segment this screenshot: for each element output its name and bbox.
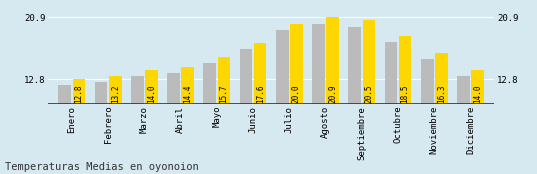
Bar (131, 76, 143, 104)
Text: 20.5: 20.5 (364, 85, 373, 103)
Bar (399, 36, 411, 104)
Text: 14.4: 14.4 (183, 85, 192, 103)
Text: 20.0: 20.0 (292, 85, 301, 103)
Text: 16.3: 16.3 (437, 85, 446, 103)
Bar (290, 24, 303, 104)
Text: 20.9: 20.9 (328, 85, 337, 103)
Bar (254, 43, 266, 104)
Bar (362, 21, 375, 104)
Bar (457, 76, 470, 104)
Bar (145, 70, 158, 104)
Text: 17.6: 17.6 (256, 85, 265, 103)
Text: Temperaturas Medias en oyonoion: Temperaturas Medias en oyonoion (5, 162, 199, 172)
Bar (240, 49, 252, 104)
Bar (204, 63, 216, 104)
Bar (95, 82, 107, 104)
Bar (109, 76, 121, 104)
Bar (421, 59, 433, 104)
Bar (471, 70, 484, 104)
Bar (312, 23, 325, 104)
Bar (72, 79, 85, 104)
Bar (384, 42, 397, 104)
Text: 14.0: 14.0 (147, 85, 156, 103)
Bar (349, 27, 361, 104)
Bar (435, 53, 448, 104)
Bar (276, 30, 288, 104)
Bar (167, 73, 180, 104)
Bar (217, 57, 230, 104)
Text: 13.2: 13.2 (111, 85, 120, 103)
Bar (59, 85, 71, 104)
Bar (326, 17, 339, 104)
Text: 18.5: 18.5 (401, 85, 410, 103)
Bar (182, 67, 194, 104)
Text: 12.8: 12.8 (75, 85, 83, 103)
Text: 15.7: 15.7 (220, 85, 228, 103)
Text: 14.0: 14.0 (473, 85, 482, 103)
